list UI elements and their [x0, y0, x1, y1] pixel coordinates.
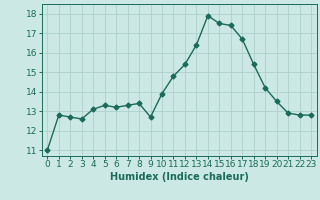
X-axis label: Humidex (Indice chaleur): Humidex (Indice chaleur)	[110, 172, 249, 182]
